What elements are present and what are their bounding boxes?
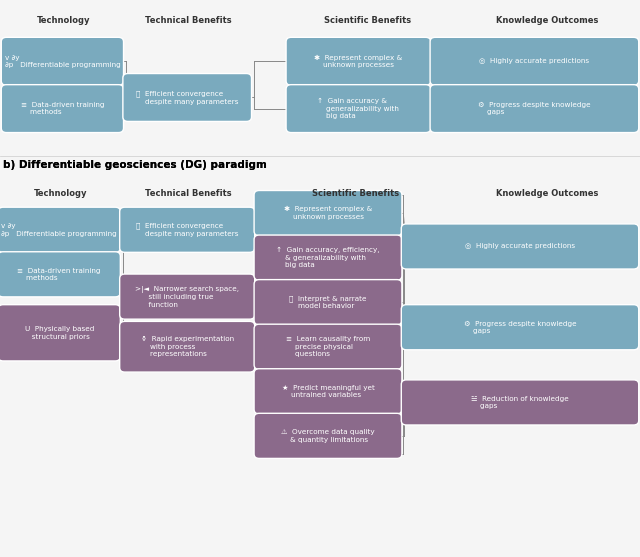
FancyBboxPatch shape <box>430 37 639 85</box>
FancyBboxPatch shape <box>254 190 402 236</box>
FancyBboxPatch shape <box>401 224 639 269</box>
FancyBboxPatch shape <box>430 85 639 133</box>
Text: ⚱  Rapid experimentation
    with process
    representations: ⚱ Rapid experimentation with process rep… <box>141 336 234 357</box>
Text: Knowledge Outcomes: Knowledge Outcomes <box>496 189 598 198</box>
FancyBboxPatch shape <box>254 235 402 280</box>
Text: Technical Benefits: Technical Benefits <box>145 16 232 25</box>
Text: v ∂y
∂p   Differentiable programming: v ∂y ∂p Differentiable programming <box>4 55 120 68</box>
Text: b) Differentiable geosciences (DG) paradigm: b) Differentiable geosciences (DG) parad… <box>3 160 267 170</box>
Text: ≡  Data-driven training
    methods: ≡ Data-driven training methods <box>20 102 104 115</box>
Text: ⌚  Efficient convergence
    despite many parameters: ⌚ Efficient convergence despite many par… <box>136 90 239 105</box>
Text: v ∂y
∂p   Differentiable programming: v ∂y ∂p Differentiable programming <box>1 223 117 237</box>
FancyBboxPatch shape <box>286 85 431 133</box>
Text: ✱  Represent complex &
    unknown processes: ✱ Represent complex & unknown processes <box>314 55 403 68</box>
Text: Technology: Technology <box>37 16 91 25</box>
Text: ⎕  Interpret & narrate
    model behavior: ⎕ Interpret & narrate model behavior <box>289 295 367 309</box>
Text: ★  Predict meaningful yet
    untrained variables: ★ Predict meaningful yet untrained varia… <box>282 384 374 398</box>
FancyBboxPatch shape <box>120 321 255 372</box>
Text: ⚙  Progress despite knowledge
    gaps: ⚙ Progress despite knowledge gaps <box>464 320 576 334</box>
Text: b) Differentiable geosciences (DG) paradigm: b) Differentiable geosciences (DG) parad… <box>3 160 267 170</box>
Text: ⚙  Progress despite knowledge
    gaps: ⚙ Progress despite knowledge gaps <box>478 102 591 115</box>
FancyBboxPatch shape <box>254 369 402 414</box>
Text: ↑  Gain accuracy, efficiency,
    & generalizability with
    big data: ↑ Gain accuracy, efficiency, & generaliz… <box>276 247 380 268</box>
FancyBboxPatch shape <box>1 85 124 133</box>
Text: ◎  Highly accurate predictions: ◎ Highly accurate predictions <box>465 243 575 250</box>
Text: Technology: Technology <box>34 189 88 198</box>
FancyBboxPatch shape <box>1 37 124 85</box>
Text: >|◄  Narrower search space,
      still including true
      function: >|◄ Narrower search space, still includi… <box>135 286 239 307</box>
FancyBboxPatch shape <box>120 274 255 319</box>
FancyBboxPatch shape <box>0 207 120 252</box>
FancyBboxPatch shape <box>401 305 639 350</box>
FancyBboxPatch shape <box>0 252 120 297</box>
FancyBboxPatch shape <box>123 74 252 121</box>
FancyBboxPatch shape <box>401 380 639 425</box>
FancyBboxPatch shape <box>120 207 255 252</box>
Text: Scientific Benefits: Scientific Benefits <box>324 16 412 25</box>
FancyBboxPatch shape <box>254 280 402 325</box>
Text: ☱  Reduction of knowledge
    gaps: ☱ Reduction of knowledge gaps <box>471 395 569 409</box>
FancyBboxPatch shape <box>254 413 402 458</box>
FancyBboxPatch shape <box>254 324 402 369</box>
Text: ◎  Highly accurate predictions: ◎ Highly accurate predictions <box>479 58 589 64</box>
FancyBboxPatch shape <box>286 37 431 85</box>
Text: ≡  Data-driven training
    methods: ≡ Data-driven training methods <box>17 267 101 281</box>
Text: ✱  Represent complex &
    unknown processes: ✱ Represent complex & unknown processes <box>284 206 372 220</box>
Text: Technical Benefits: Technical Benefits <box>145 189 232 198</box>
Text: Knowledge Outcomes: Knowledge Outcomes <box>496 16 598 25</box>
Text: ⚠  Overcome data quality
    & quantity limitations: ⚠ Overcome data quality & quantity limit… <box>281 429 375 443</box>
FancyBboxPatch shape <box>0 305 120 361</box>
Text: ≡  Learn causality from
    precise physical
    questions: ≡ Learn causality from precise physical … <box>286 336 370 357</box>
Text: ⌚  Efficient convergence
    despite many parameters: ⌚ Efficient convergence despite many par… <box>136 223 239 237</box>
Text: ↑  Gain accuracy &
    generalizability with
    big data: ↑ Gain accuracy & generalizability with … <box>317 98 399 119</box>
Text: U  Physically based
   structural priors: U Physically based structural priors <box>24 326 94 340</box>
Text: Scientific Benefits: Scientific Benefits <box>312 189 399 198</box>
